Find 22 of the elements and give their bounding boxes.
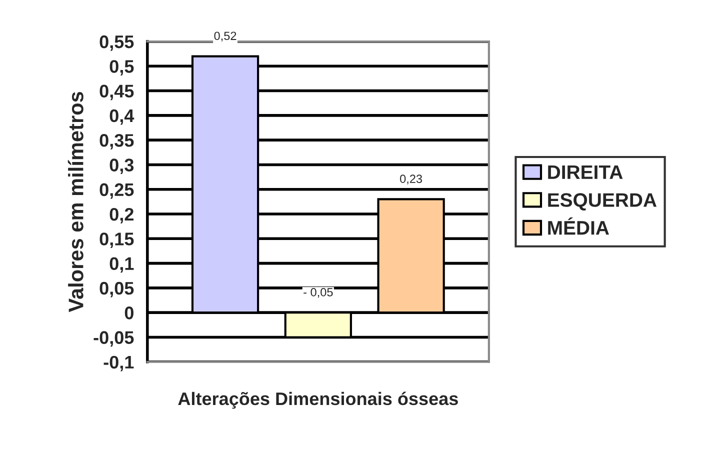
data-label: 0,23 xyxy=(400,174,422,184)
y-tick-label: 0,35 xyxy=(100,134,134,150)
x-axis-title: Alterações Dimensionais ósseas xyxy=(178,392,458,409)
y-tick-label: 0,4 xyxy=(110,109,134,125)
y-tick-label: 0,1 xyxy=(110,257,134,273)
y-tick-label: 0,45 xyxy=(100,84,134,100)
data-label: 0,52 xyxy=(214,32,236,42)
legend-label: DIREITA xyxy=(548,165,623,179)
y-tick-label: 0 xyxy=(124,306,134,320)
y-tick-label: 0,2 xyxy=(110,208,134,224)
y-tick-label: 0,55 xyxy=(100,35,134,51)
legend-label: MÉDIA xyxy=(548,217,609,235)
y-tick-label: -0,05 xyxy=(94,331,134,347)
y-tick-label: -0,1 xyxy=(104,356,134,372)
y-tick-label: 0,15 xyxy=(100,232,134,248)
y-tick-label: 0,05 xyxy=(100,282,134,298)
data-label: - 0,05 xyxy=(304,288,333,298)
legend-label: ESQUERDA xyxy=(548,193,657,211)
y-tick-label: 0,3 xyxy=(110,158,134,174)
y-tick-label: 0,25 xyxy=(100,183,134,199)
y-axis-title: Valores em milímetros xyxy=(68,92,84,312)
y-tick-label: 0,5 xyxy=(110,60,134,76)
